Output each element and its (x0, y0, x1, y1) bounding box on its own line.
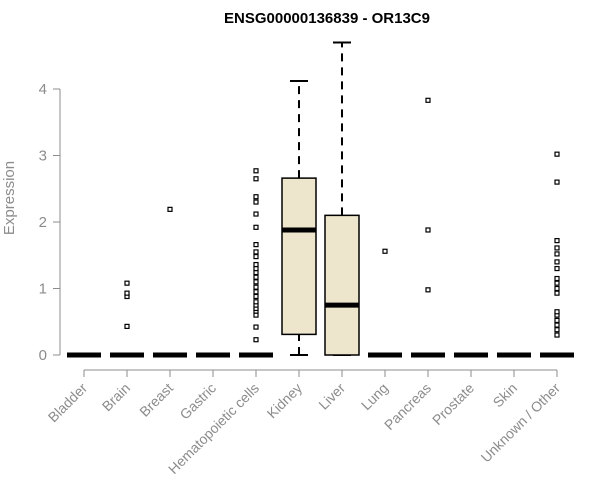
y-tick-label: 3 (39, 148, 47, 165)
box-brain (110, 280, 144, 358)
outlier-point (124, 290, 130, 296)
outlier-point (253, 224, 259, 230)
y-axis-ticks: 0 1 2 3 4 (39, 81, 60, 364)
outlier-point (253, 176, 259, 182)
outlier-point (554, 259, 560, 265)
x-tick-label: Breast (136, 380, 176, 420)
outlier-point (554, 151, 560, 157)
y-tick-label: 1 (39, 281, 47, 298)
box-body (281, 177, 317, 336)
box-hematopoietic-cells (239, 168, 273, 358)
outlier-point (382, 248, 388, 254)
outlier-point (253, 211, 259, 217)
outlier-point (554, 179, 560, 185)
outlier-point (167, 206, 173, 212)
outlier-point (253, 168, 259, 174)
x-tick-label: Unknown / Other (478, 380, 564, 466)
y-tick-label: 0 (39, 347, 47, 364)
outlier-point (253, 289, 259, 295)
x-tick-label: Brain (99, 380, 133, 414)
outlier-point (253, 284, 259, 290)
outlier-point (253, 199, 259, 205)
outlier-point (554, 245, 560, 251)
outlier-point (253, 299, 259, 305)
box-series (67, 41, 574, 358)
outlier-point (554, 265, 560, 272)
outlier-point (253, 293, 259, 300)
outlier-point (425, 287, 431, 293)
box-breast (153, 206, 187, 358)
box-unknown-other (540, 151, 574, 358)
outlier-point (425, 97, 431, 103)
outlier-point (253, 324, 259, 330)
outlier-point (253, 194, 259, 200)
x-tick-label: Bladder (45, 380, 91, 426)
outlier-point (554, 317, 560, 324)
outlier-point (253, 261, 259, 268)
y-tick-label: 2 (39, 214, 47, 231)
box-kidney (281, 80, 317, 356)
outlier-point (554, 322, 560, 328)
y-tick-label: 4 (39, 81, 47, 98)
box-pancreas (411, 97, 445, 358)
outlier-point (554, 275, 560, 282)
outlier-point (554, 290, 560, 296)
x-tick-label: Prostate (429, 380, 477, 428)
y-axis-label: Expression (1, 161, 18, 235)
outlier-point (253, 253, 259, 260)
outlier-point (554, 238, 560, 244)
x-tick-label: Kidney (264, 380, 306, 422)
outlier-point (554, 332, 560, 338)
outlier-point (554, 251, 560, 257)
outlier-point (554, 309, 560, 315)
outlier-point (554, 327, 560, 333)
x-tick-label: Skin (490, 380, 521, 411)
outlier-point (253, 337, 259, 343)
x-tick-label: Lung (358, 380, 391, 413)
x-tick-label: Liver (315, 380, 348, 413)
outlier-point (253, 249, 259, 255)
outlier-point (253, 274, 259, 280)
x-tick-label: Pancreas (381, 380, 434, 433)
outlier-point (253, 279, 259, 285)
outlier-point (253, 242, 259, 248)
box-lung (368, 248, 402, 358)
box-body (324, 214, 360, 356)
outlier-point (554, 280, 560, 286)
box-liver (324, 41, 360, 356)
chart-title: ENSG00000136839 - OR13C9 (224, 10, 430, 27)
outlier-point (124, 280, 130, 286)
outlier-point (554, 285, 560, 292)
x-tick-label: Gastric (176, 380, 219, 423)
outlier-point (124, 323, 130, 330)
outlier-point (425, 227, 431, 233)
